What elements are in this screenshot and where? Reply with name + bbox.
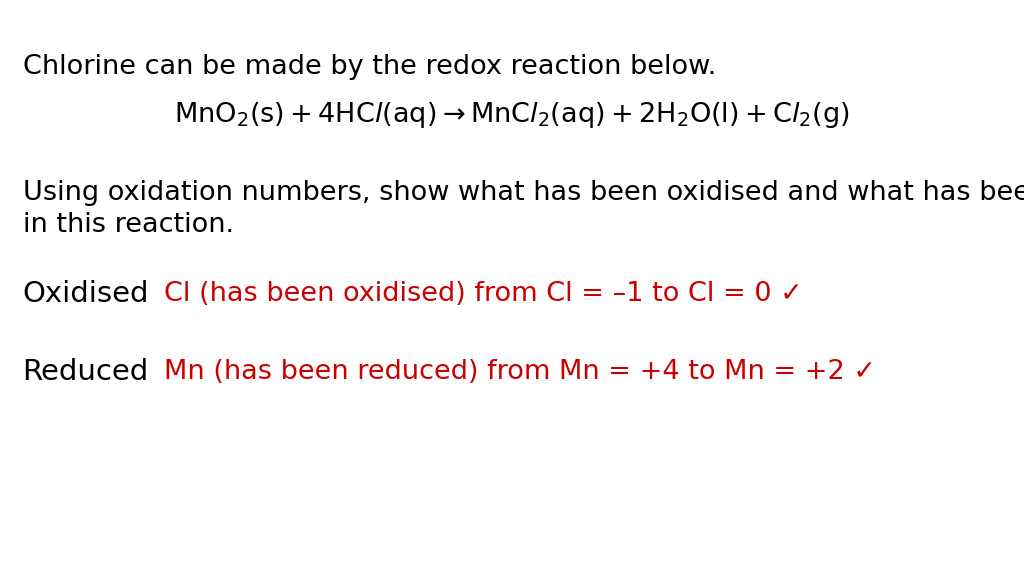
Text: Using oxidation numbers, show what has been oxidised and what has been reduced: Using oxidation numbers, show what has b… bbox=[23, 180, 1024, 206]
Text: Mn (has been reduced) from Mn = +4 to Mn = +2 ✓: Mn (has been reduced) from Mn = +4 to Mn… bbox=[164, 358, 876, 385]
Text: in this reaction.: in this reaction. bbox=[23, 211, 233, 238]
Text: Oxidised: Oxidised bbox=[23, 280, 150, 308]
Text: $\mathrm{MnO_2(s) + 4HC\mathit{l}(aq) \rightarrow MnC\mathit{l}_2(aq) + 2H_2O(l): $\mathrm{MnO_2(s) + 4HC\mathit{l}(aq) \r… bbox=[174, 100, 850, 130]
Text: Reduced: Reduced bbox=[23, 358, 148, 385]
Text: Cl (has been oxidised) from Cl = –1 to Cl = 0 ✓: Cl (has been oxidised) from Cl = –1 to C… bbox=[164, 281, 803, 307]
Text: Chlorine can be made by the redox reaction below.: Chlorine can be made by the redox reacti… bbox=[23, 54, 716, 81]
